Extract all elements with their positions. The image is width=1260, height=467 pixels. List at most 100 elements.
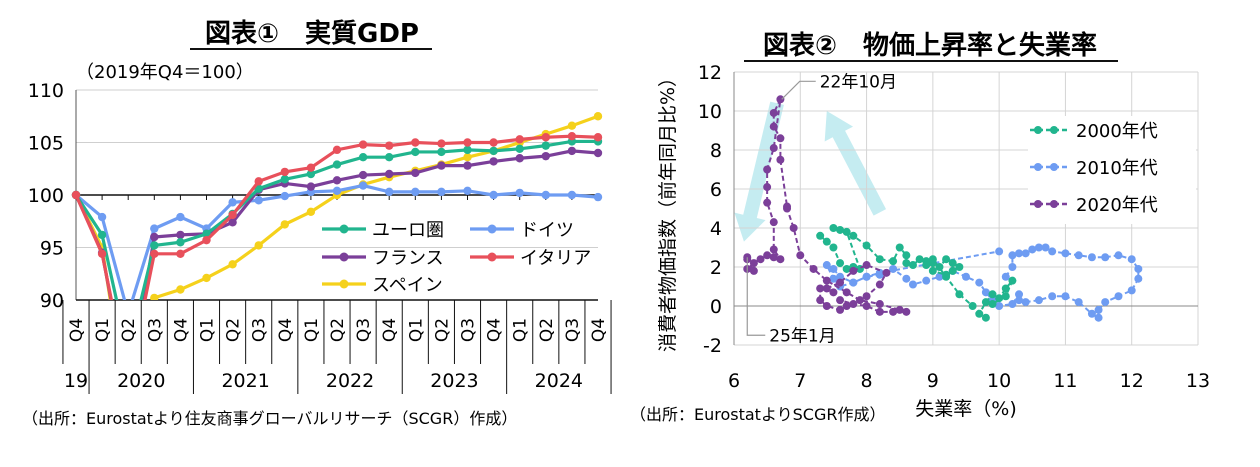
gdp-x-quarter-label: Q4 [171, 318, 191, 342]
cpi-data-point [862, 261, 871, 270]
gdp-data-point [280, 167, 289, 177]
cpi-data-point [769, 144, 778, 153]
gdp-x-quarter-label: Q1 [198, 318, 218, 342]
gdp-data-point [228, 260, 237, 269]
cpi-data-point [1015, 296, 1024, 305]
cpi-data-point [895, 305, 904, 314]
gdp-series-3 [71, 132, 603, 300]
cpi-x-tick-label: 11 [1053, 370, 1077, 392]
gdp-source-note: （出所：Eurostatより住友商事グローバルリサーチ（SCGR）作成） [22, 409, 517, 428]
cpi-data-point [1001, 272, 1010, 281]
cpi-data-point [1001, 284, 1010, 293]
gdp-data-point [515, 135, 524, 144]
gdp-legend-label: スペイン [372, 275, 443, 296]
cpi-data-point [776, 134, 785, 143]
cpi-data-point [842, 264, 851, 273]
cpi-data-point [928, 266, 937, 275]
gdp-data-point [489, 138, 498, 147]
gdp-data-point [124, 348, 132, 356]
gdp-data-point [437, 139, 446, 148]
cpi-data-point [862, 292, 871, 301]
cpi-series-2 [743, 95, 911, 316]
gdp-chart-title: 図表① 実質GDP [205, 18, 419, 49]
cpi-data-point [862, 241, 871, 250]
cpi-data-point [829, 243, 838, 252]
cpi-data-point [902, 259, 911, 268]
cpi-y-tick-label: 10 [698, 101, 722, 123]
gdp-data-point [71, 190, 81, 200]
gdp-x-quarter-label: Q4 [589, 318, 609, 342]
cpi-y-axis-label: 消費者物価指数（前年同月比%） [657, 68, 679, 352]
cpi-data-point [776, 155, 785, 164]
gdp-legend-marker [487, 252, 497, 262]
cpi-data-point [769, 245, 778, 254]
cpi-legend-marker [1050, 126, 1058, 134]
gdp-x-quarter-label: Q4 [276, 318, 296, 342]
gdp-data-point [332, 160, 342, 169]
cpi-data-point [822, 261, 831, 270]
cpi-data-point [1134, 274, 1143, 283]
cpi-data-point [829, 288, 838, 297]
gdp-data-point [541, 151, 550, 161]
trend-arrow-down [734, 101, 784, 242]
cpi-data-point [816, 284, 825, 293]
gdp-data-point [332, 145, 342, 155]
cpi-data-point [895, 243, 904, 252]
cpi-data-point [1087, 253, 1096, 262]
gdp-data-point [411, 147, 420, 157]
cpi-data-point [849, 278, 858, 287]
cpi-data-point [1094, 313, 1103, 322]
cpi-data-point [836, 259, 845, 268]
gdp-x-year-label: 2021 [221, 370, 269, 392]
cpi-axes: -2 0 2 4 6 8 10 12 6 7 8 9 10 11 12 13 [698, 62, 1210, 392]
cpi-data-point [769, 122, 778, 131]
cpi-data-point [1101, 253, 1110, 262]
gdp-data-point [228, 198, 237, 207]
cpi-data-point [822, 237, 831, 246]
cpi-x-tick-label: 9 [927, 370, 939, 392]
cpi-data-point [1008, 263, 1017, 271]
cpi-data-point [816, 296, 825, 305]
gdp-y-tick-label: 110 [28, 80, 64, 102]
gdp-data-point [515, 144, 524, 153]
cpi-data-point [968, 302, 977, 310]
cpi-data-point [842, 302, 851, 310]
cpi-data-point [1134, 264, 1143, 273]
gdp-data-point [385, 187, 394, 197]
cpi-data-point [789, 224, 798, 232]
cpi-data-point [908, 280, 917, 289]
cpi-data-point [855, 296, 864, 305]
cpi-data-point [829, 264, 838, 273]
gdp-y-tick-label: 95 [40, 238, 64, 260]
cpi-legend-label: 2010年代 [1076, 158, 1158, 179]
gdp-data-point [176, 230, 185, 240]
gdp-data-point [411, 187, 420, 197]
gdp-data-point [150, 249, 159, 258]
gdp-data-point [489, 157, 498, 166]
gdp-data-point [306, 163, 316, 172]
cpi-data-point [935, 263, 944, 271]
gdp-data-point [489, 190, 498, 200]
cpi-data-point [988, 290, 997, 299]
cpi-legend-marker [1050, 200, 1058, 208]
cpi-data-point [829, 274, 838, 283]
gdp-data-point [306, 182, 316, 191]
annotation-label: 22年10月 [820, 72, 897, 92]
cpi-data-point [942, 255, 951, 264]
cpi-series [743, 95, 1143, 322]
cpi-data-point [763, 183, 772, 192]
gdp-x-quarter-label: Q3 [354, 318, 374, 342]
gdp-data-point [332, 186, 342, 195]
cpi-data-point [769, 253, 778, 262]
gdp-x-quarter-label: Q2 [537, 318, 557, 342]
cpi-data-point [889, 257, 898, 266]
gdp-legend-label: フランス [372, 248, 444, 269]
cpi-data-point [776, 95, 785, 104]
gdp-data-point [411, 168, 420, 178]
gdp-data-point [593, 148, 603, 158]
cpi-data-point [902, 274, 911, 283]
gdp-data-point [280, 175, 289, 184]
gdp-legend-marker [487, 224, 497, 234]
